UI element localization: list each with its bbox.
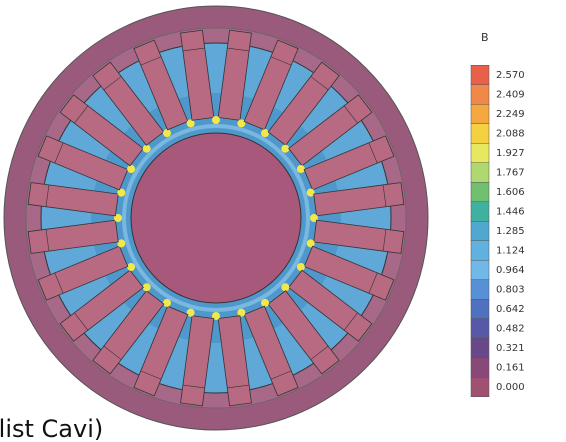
- legend-swatch: [471, 338, 489, 358]
- legend-label: 1.285: [496, 226, 525, 237]
- legend-swatch: [471, 124, 489, 144]
- legend-swatch: [471, 299, 489, 319]
- motor-plot: [4, 6, 428, 430]
- legend-label: 1.606: [496, 187, 525, 198]
- legend-swatch: [471, 260, 489, 280]
- legend-swatch: [471, 358, 489, 378]
- page: B 2.570 2.409 2.249 2.088 1.927 1.767 1.606 1.4…: [0, 0, 566, 442]
- legend-label: 1.927: [496, 148, 525, 159]
- legend-swatch: [471, 163, 489, 183]
- legend-swatch: [471, 182, 489, 202]
- legend-label: 2.409: [496, 90, 525, 101]
- legend-swatch: [471, 319, 489, 339]
- legend-label: 0.482: [496, 324, 525, 335]
- legend-swatch: [471, 85, 489, 105]
- legend-label: 2.088: [496, 129, 525, 140]
- legend-label: 0.642: [496, 304, 525, 315]
- legend-swatch: [471, 377, 489, 397]
- legend-swatch: [471, 241, 489, 261]
- legend-label: 0.000: [496, 382, 525, 393]
- legend-swatch: [471, 280, 489, 300]
- legend: B 2.570 2.409 2.249 2.088 1.927 1.767 1.606 1.4…: [471, 31, 525, 397]
- tooth-tip: [212, 116, 220, 124]
- legend-label: 1.446: [496, 207, 525, 218]
- legend-label: 2.570: [496, 70, 525, 81]
- legend-label: 1.767: [496, 168, 525, 179]
- legend-label: 0.964: [496, 265, 525, 276]
- caption: llist Cavi): [0, 415, 103, 442]
- rotor: [131, 133, 301, 303]
- legend-swatch: [471, 104, 489, 124]
- legend-label: 0.321: [496, 343, 525, 354]
- legend-label: 0.803: [496, 285, 525, 296]
- legend-label: 1.124: [496, 246, 525, 257]
- legend-title: B: [481, 31, 489, 44]
- legend-label: 0.161: [496, 363, 525, 374]
- legend-swatch: [471, 202, 489, 222]
- legend-swatch: [471, 221, 489, 241]
- legend-swatch: [471, 143, 489, 163]
- legend-label: 2.249: [496, 109, 525, 120]
- legend-swatch: [471, 65, 489, 85]
- figure: B 2.570 2.409 2.249 2.088 1.927 1.767 1.606 1.4…: [0, 0, 566, 442]
